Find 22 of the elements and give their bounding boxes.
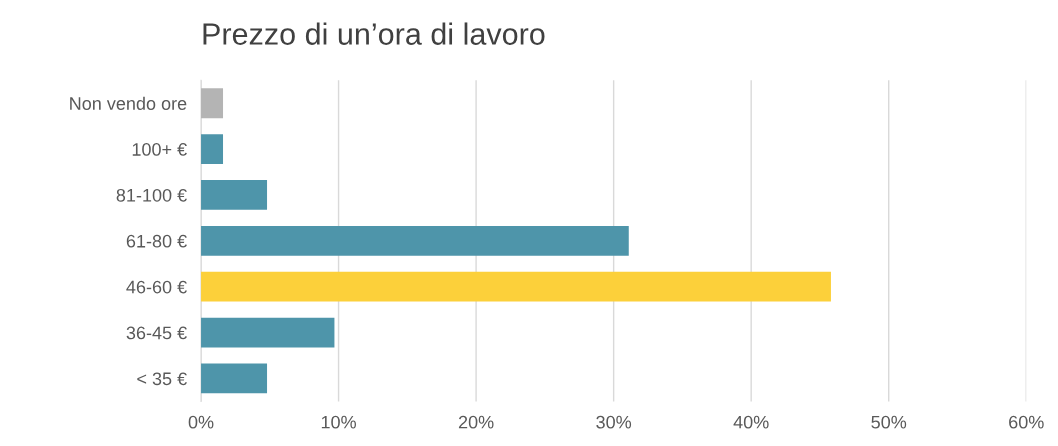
y-tick-label: < 35 € [137, 372, 187, 386]
y-tick-label: 100+ € [132, 143, 187, 156]
x-tick-label: 40% [733, 415, 769, 429]
bar [201, 88, 224, 119]
bar [201, 271, 831, 302]
y-tick-label: 61-80 € [126, 234, 187, 248]
bar [201, 363, 268, 394]
bar [201, 180, 268, 210]
x-tick-label: 60% [1009, 415, 1044, 429]
chart-title: Prezzo di un’ora di lavoro [203, 22, 545, 45]
y-tick-label: 36-45 € [126, 326, 187, 340]
x-tick-label: 10% [321, 415, 356, 429]
bar [201, 134, 224, 164]
x-tick-label: 30% [596, 415, 632, 429]
x-tick-label: 50% [871, 415, 907, 429]
y-tick-label: Non vendo ore [70, 96, 187, 110]
y-tick-label: 46-60 € [126, 280, 187, 294]
bar [201, 317, 335, 348]
x-tick-label: 20% [458, 415, 494, 429]
x-tick-label: 0% [188, 415, 214, 429]
y-tick-label: 81-100 € [116, 188, 187, 202]
bar [201, 225, 629, 256]
